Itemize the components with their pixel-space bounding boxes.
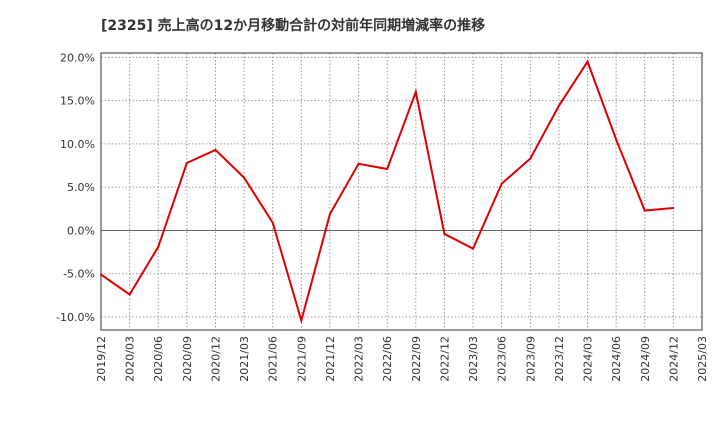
x-tick-label: 2020/12: [209, 336, 222, 382]
x-tick-label: 2021/06: [267, 336, 280, 382]
x-tick-label: 2023/12: [553, 336, 566, 382]
x-tick-label: 2022/03: [353, 336, 366, 382]
x-axis: 2019/12 2020/03 2020/06 2020/09 2020/12 2021/…: [95, 336, 709, 382]
y-tick-label: 0.0%: [67, 224, 95, 237]
grid: [101, 53, 702, 330]
series-group: [100, 59, 675, 325]
x-tick-label: 2021/12: [324, 336, 337, 382]
data-point: [157, 245, 160, 248]
y-tick-label: 20.0%: [60, 51, 95, 64]
x-tick-label: 2025/03: [696, 336, 709, 382]
x-tick-label: 2023/03: [467, 336, 480, 382]
x-tick-label: 2024/12: [667, 336, 680, 382]
x-tick-label: 2023/06: [496, 336, 509, 382]
data-point: [615, 138, 618, 141]
y-tick-label: 5.0%: [67, 181, 95, 194]
x-tick-label: 2022/09: [410, 336, 423, 382]
x-tick-label: 2020/03: [124, 336, 137, 382]
data-point: [185, 161, 188, 164]
x-tick-label: 2022/12: [438, 336, 451, 382]
x-tick-label: 2024/09: [639, 336, 652, 382]
data-point: [386, 167, 389, 170]
x-tick-label: 2020/06: [152, 336, 165, 382]
y-axis: 20.0% 15.0% 10.0% 5.0% 0.0% -5.0% -10.0%: [56, 51, 95, 324]
x-tick-label: 2024/06: [610, 336, 623, 382]
data-point: [472, 247, 475, 250]
data-point: [443, 232, 446, 235]
y-tick-label: -10.0%: [56, 311, 95, 324]
chart-title: [2325] 売上高の12か月移動合計の対前年同期増減率の推移: [101, 17, 485, 34]
data-point: [414, 90, 417, 93]
data-point: [271, 221, 274, 224]
data-point: [500, 182, 503, 185]
x-tick-label: 2020/09: [181, 336, 194, 382]
y-tick-label: 15.0%: [60, 95, 95, 108]
y-tick-label: -5.0%: [63, 268, 95, 281]
data-point: [100, 273, 102, 276]
data-point: [243, 176, 246, 179]
x-tick-label: 2021/03: [238, 336, 251, 382]
data-point: [357, 162, 360, 165]
x-tick-label: 2024/03: [582, 336, 595, 382]
data-point: [214, 148, 217, 151]
data-point: [672, 206, 675, 209]
data-point: [586, 60, 589, 63]
data-point: [529, 157, 532, 160]
x-tick-label: 2023/09: [524, 336, 537, 382]
x-tick-label: 2022/06: [381, 336, 394, 382]
plot-frame: [100, 52, 703, 331]
x-tick-label: 2021/09: [295, 336, 308, 382]
x-tick-label: 2019/12: [95, 336, 108, 382]
data-point: [128, 293, 131, 296]
data-point: [300, 319, 303, 322]
data-point: [643, 209, 646, 212]
y-tick-label: 10.0%: [60, 138, 95, 151]
data-point: [328, 213, 331, 216]
data-point: [557, 104, 560, 107]
